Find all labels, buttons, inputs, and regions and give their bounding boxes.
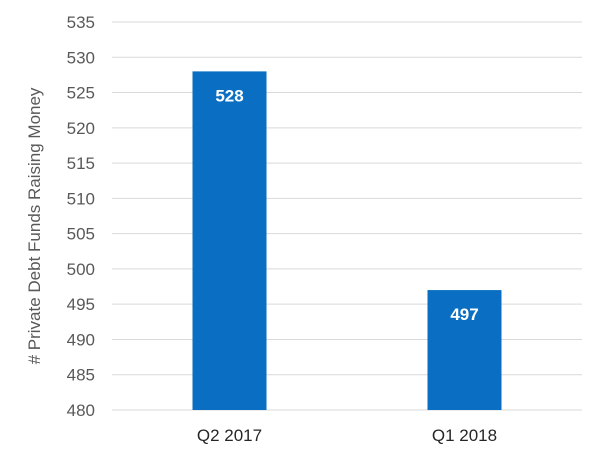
- bars: [192, 71, 502, 410]
- bar-q2-2017: [192, 71, 267, 410]
- y-tick-label: 500: [67, 260, 95, 279]
- y-tick-label: 525: [67, 84, 95, 103]
- x-category-label: Q1 2018: [432, 426, 497, 445]
- y-tick-label: 530: [67, 48, 95, 67]
- y-tick-label: 480: [67, 401, 95, 420]
- bar-q1-2018: [427, 290, 502, 410]
- gridlines: [112, 21, 582, 411]
- y-axis-title: # Private Debt Funds Raising Money: [25, 87, 44, 364]
- data-labels: 528 497: [215, 86, 478, 324]
- x-axis-category-labels: Q2 2017 Q1 2018: [197, 426, 497, 445]
- y-tick-label: 495: [67, 295, 95, 314]
- y-tick-label: 485: [67, 366, 95, 385]
- y-tick-label: 515: [67, 154, 95, 173]
- y-tick-label: 520: [67, 119, 95, 138]
- y-tick-label: 510: [67, 189, 95, 208]
- y-tick-label: 505: [67, 225, 95, 244]
- y-tick-label: 535: [67, 13, 95, 32]
- y-axis-tick-labels: 480 485 490 495 500 505 510 515 520 525 530 535: [67, 13, 95, 420]
- data-label: 497: [450, 305, 478, 324]
- y-tick-label: 490: [67, 330, 95, 349]
- x-category-label: Q2 2017: [197, 426, 262, 445]
- data-label: 528: [215, 86, 243, 105]
